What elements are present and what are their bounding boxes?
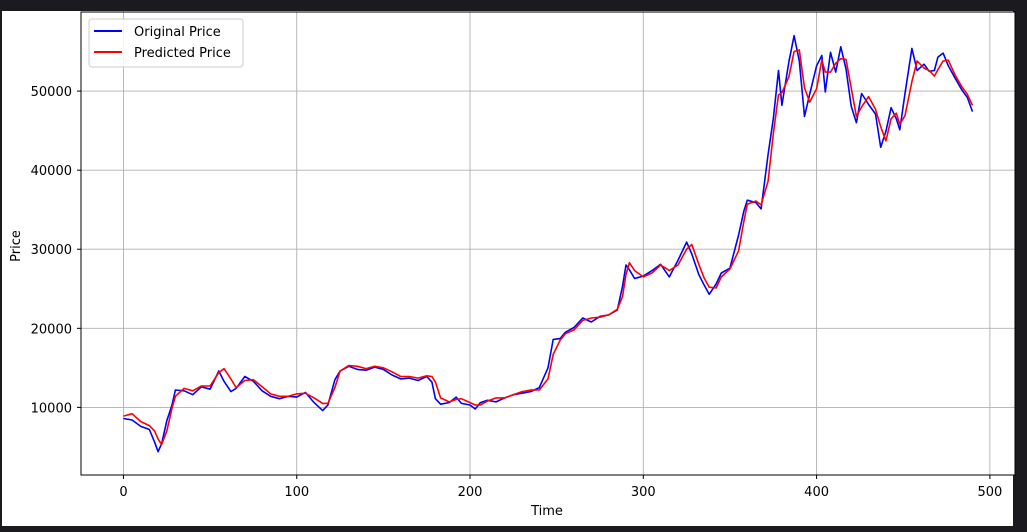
x-axis-label: Time (530, 504, 563, 519)
grid (81, 12, 1015, 475)
x-tick-label: 400 (804, 485, 829, 500)
series-layer (123, 34, 974, 453)
x-tick-label: 100 (284, 485, 309, 500)
plot-frame (80, 11, 1016, 476)
y-axis-label: Price (9, 230, 24, 262)
legend-box (88, 18, 244, 68)
legend-label-original: Original Price (134, 25, 221, 40)
y-tick-label: 40000 (31, 164, 72, 179)
x-tick-label: 300 (631, 485, 656, 500)
y-tick-label: 50000 (31, 85, 72, 100)
series-line-predicted-price (123, 49, 974, 446)
plot-area (81, 12, 1015, 475)
x-tick-label: 0 (119, 485, 127, 500)
y-tick-label: 10000 (31, 401, 72, 416)
series-line-original-price (123, 34, 974, 453)
axis-ticks: 0 100 200 300 400 500 10000 20000 30000 40000 5000… (31, 85, 1003, 500)
y-tick-label: 20000 (31, 322, 72, 337)
x-tick-label: 500 (977, 485, 1002, 500)
legend: Original Price Predicted Price (88, 18, 244, 68)
legend-label-predicted: Predicted Price (134, 46, 231, 61)
x-tick-label: 200 (458, 485, 483, 500)
y-tick-label: 30000 (31, 243, 72, 258)
